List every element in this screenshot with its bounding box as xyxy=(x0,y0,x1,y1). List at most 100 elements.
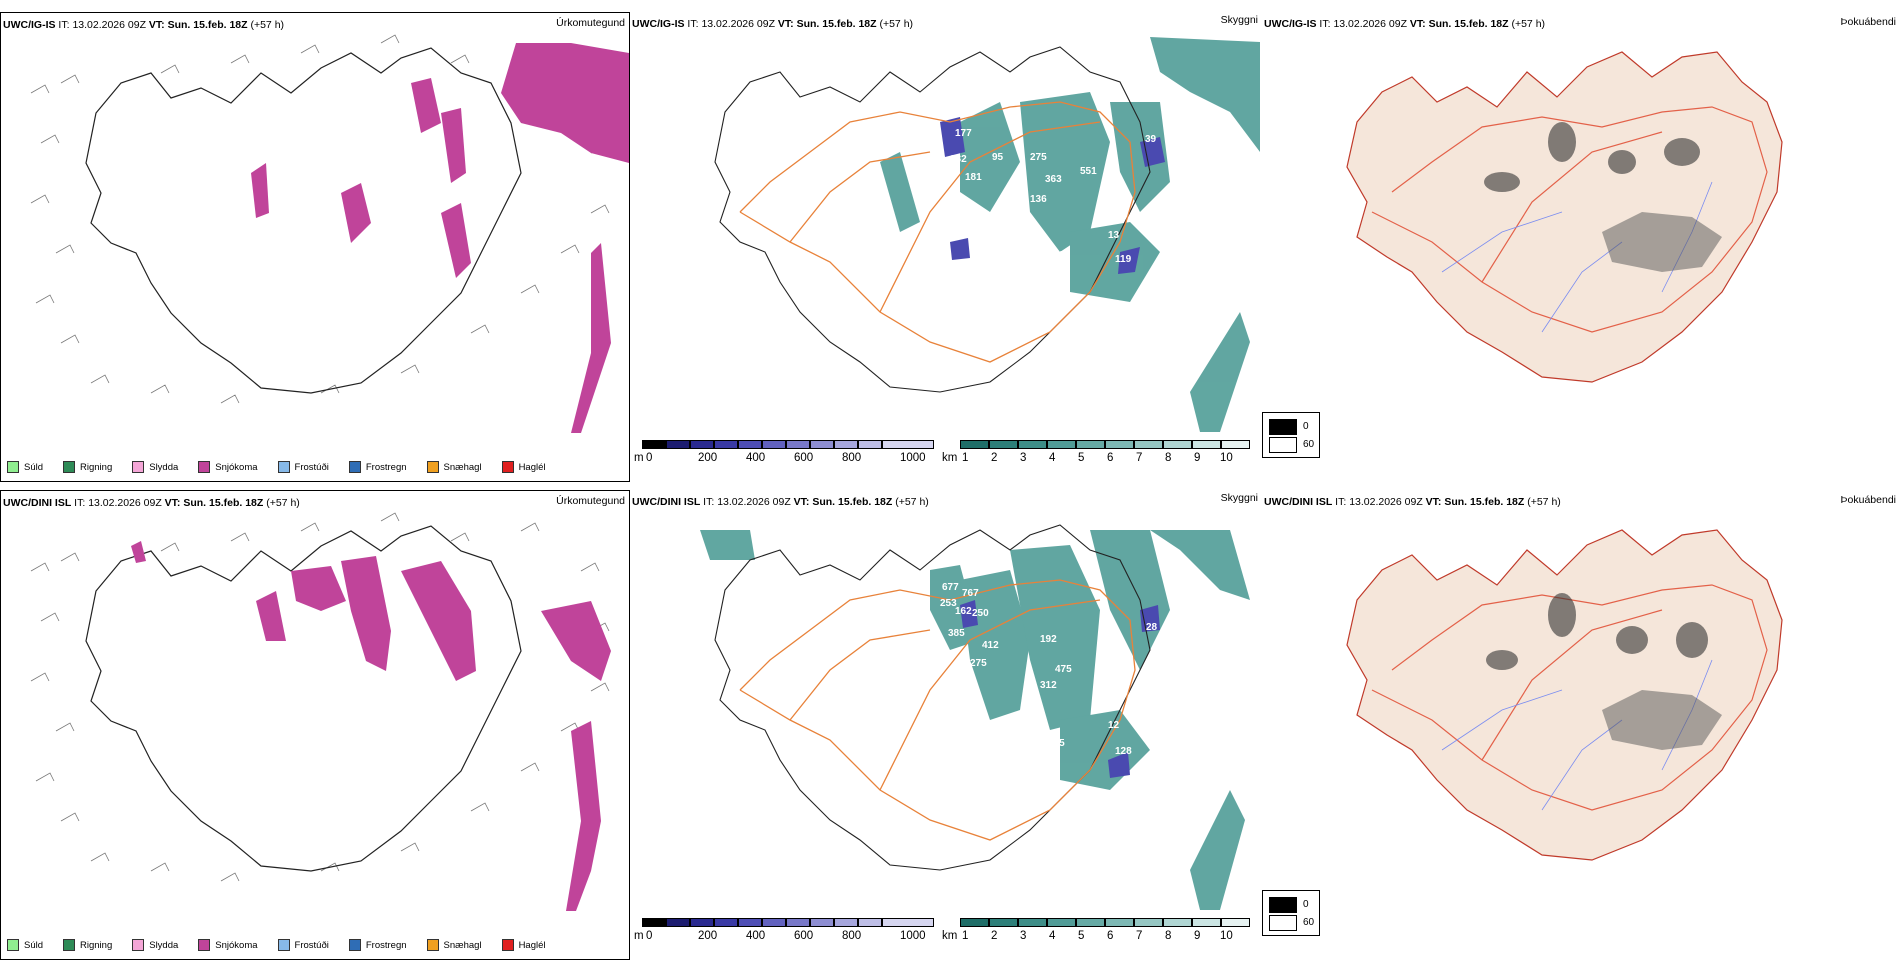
colorbar-unit: m xyxy=(634,930,644,942)
cloud-base-label: 677 xyxy=(942,582,959,593)
ceiling-colorbar: m 0 200 400 600 800 1000 xyxy=(634,918,934,948)
colorbar-tick: 3 xyxy=(1020,930,1027,942)
colorbar-segment xyxy=(1018,440,1047,449)
colorbar-segment xyxy=(858,440,882,449)
colorbar-segment xyxy=(989,918,1018,927)
roads xyxy=(1371,584,1768,811)
swatch xyxy=(63,939,76,951)
precip-type-panel-row2: UWC/DINI ISL IT: 13.02.2026 09Z VT: Sun.… xyxy=(0,490,630,960)
legend-value: 60 xyxy=(1303,917,1315,928)
colorbar-segment xyxy=(1076,440,1105,449)
colorbar-tick: 200 xyxy=(698,930,718,942)
colorbar-segment xyxy=(882,440,934,449)
visibility-map: 677 767 253 162 250 385 412 192 275 475 … xyxy=(700,524,1250,910)
cloud-base-label: 275 xyxy=(1030,152,1047,163)
visibility-panel-row2: UWC/DINI ISL IT: 13.02.2026 09Z VT: Sun.… xyxy=(630,490,1260,960)
colorbar-tick: 0 xyxy=(646,930,653,942)
colorbar-segment xyxy=(1047,918,1076,927)
colorbar-segment xyxy=(882,918,934,927)
legend-item: Slydda xyxy=(132,939,178,951)
colorbar-tick: 5 xyxy=(1078,930,1085,942)
cloud-base-label: 275 xyxy=(970,658,987,669)
colorbar-tick: 0 xyxy=(646,452,653,464)
colorbar-tick: 2 xyxy=(991,930,998,942)
colorbar-segment xyxy=(1221,440,1250,449)
cloud-base-label: 767 xyxy=(962,588,979,599)
legend-item: Snjókoma xyxy=(198,939,258,951)
cloud-base-label: 382 xyxy=(950,154,967,165)
panel-header: UWC/IG-IS IT: 13.02.2026 09Z VT: Sun. 15… xyxy=(632,18,914,30)
colorbar-segment xyxy=(1047,440,1076,449)
colorbar-segment xyxy=(738,440,762,449)
colorbar-unit: km xyxy=(942,930,958,942)
colorbar-segment xyxy=(786,918,810,927)
fog-map xyxy=(1346,51,1783,383)
colorbar-tick: 3 xyxy=(1020,452,1027,464)
swatch xyxy=(426,939,439,951)
glacier-fog-area xyxy=(1602,690,1722,750)
low-visibility-areas xyxy=(880,37,1260,432)
wind-barbs xyxy=(30,512,610,882)
glacier-fog-area xyxy=(1602,212,1722,272)
colorbar-tick: 1000 xyxy=(900,452,926,464)
colorbar-segment xyxy=(666,918,690,927)
cloud-base-label: 432 xyxy=(982,236,999,247)
fog-panel-row1: UWC/IG-IS IT: 13.02.2026 09Z VT: Sun. 15… xyxy=(1262,12,1900,482)
cloud-base-label: 265 xyxy=(1048,738,1065,749)
colorbar-segment xyxy=(989,440,1018,449)
colorbar-tick: 6 xyxy=(1107,930,1114,942)
visibility-colorbar: km 1 2 3 4 5 6 7 8 9 10 xyxy=(942,440,1258,470)
colorbar-tick: 8 xyxy=(1165,452,1172,464)
swatch xyxy=(501,461,514,473)
swatch xyxy=(348,461,361,473)
cloud-base-label: 257 xyxy=(1175,640,1192,651)
iceland-land xyxy=(1346,51,1783,383)
colorbar-tick: 9 xyxy=(1194,452,1201,464)
swatch xyxy=(277,461,290,473)
swatch xyxy=(501,939,514,951)
cloud-base-label: 246 xyxy=(892,234,909,245)
cloud-base-label: 178 xyxy=(922,229,939,240)
colorbar-tick: 800 xyxy=(842,930,862,942)
colorbar-segment xyxy=(762,918,786,927)
colorbar-segment xyxy=(1105,440,1134,449)
legend-item: Haglél xyxy=(501,939,546,951)
cloud-base-label: 13 xyxy=(1108,230,1120,241)
panel-title: Skyggni xyxy=(1220,14,1258,26)
swatch xyxy=(426,461,439,473)
legend-swatch-light xyxy=(1269,915,1297,931)
colorbar-tick: 4 xyxy=(1049,452,1056,464)
colorbar-segment xyxy=(666,440,690,449)
cloud-base-label: 551 xyxy=(1080,166,1097,177)
legend-item: Frostúði xyxy=(277,939,329,951)
colorbar-segment xyxy=(690,440,714,449)
colorbar-tick: 1000 xyxy=(900,930,926,942)
panel-title: Þokuábendi xyxy=(1840,494,1896,506)
colorbar-segment xyxy=(810,440,834,449)
iceland-land xyxy=(1346,529,1783,861)
swatch xyxy=(132,939,145,951)
colorbar-tick: 9 xyxy=(1194,930,1201,942)
colorbar-tick: 400 xyxy=(746,930,766,942)
legend-value: 0 xyxy=(1303,421,1309,432)
fog-map xyxy=(1346,529,1783,861)
colorbar-segment xyxy=(1134,918,1163,927)
colorbar-segment xyxy=(1018,918,1047,927)
colorbar-tick: 10 xyxy=(1220,930,1233,942)
cloud-base-label: 337 xyxy=(948,106,965,117)
cloud-base-label: 192 xyxy=(1040,634,1057,645)
legend-value: 0 xyxy=(1303,899,1309,910)
cloud-base-label: 95 xyxy=(992,152,1004,163)
panel-title: Úrkomutegund xyxy=(556,495,625,507)
colorbar-segment xyxy=(714,918,738,927)
cloud-base-label: 39 xyxy=(1145,134,1157,145)
cloud-base-label: 412 xyxy=(982,640,999,651)
cloud-base-label: 162 xyxy=(955,606,972,617)
precip-map xyxy=(30,34,629,433)
legend-item: Snæhagl xyxy=(426,939,482,951)
iceland-outline xyxy=(85,525,522,872)
cloud-base-label: 312 xyxy=(1040,680,1057,691)
cloud-base-label: 215 xyxy=(1053,250,1070,261)
colorbar-segment xyxy=(762,440,786,449)
fog-areas xyxy=(1484,122,1700,192)
